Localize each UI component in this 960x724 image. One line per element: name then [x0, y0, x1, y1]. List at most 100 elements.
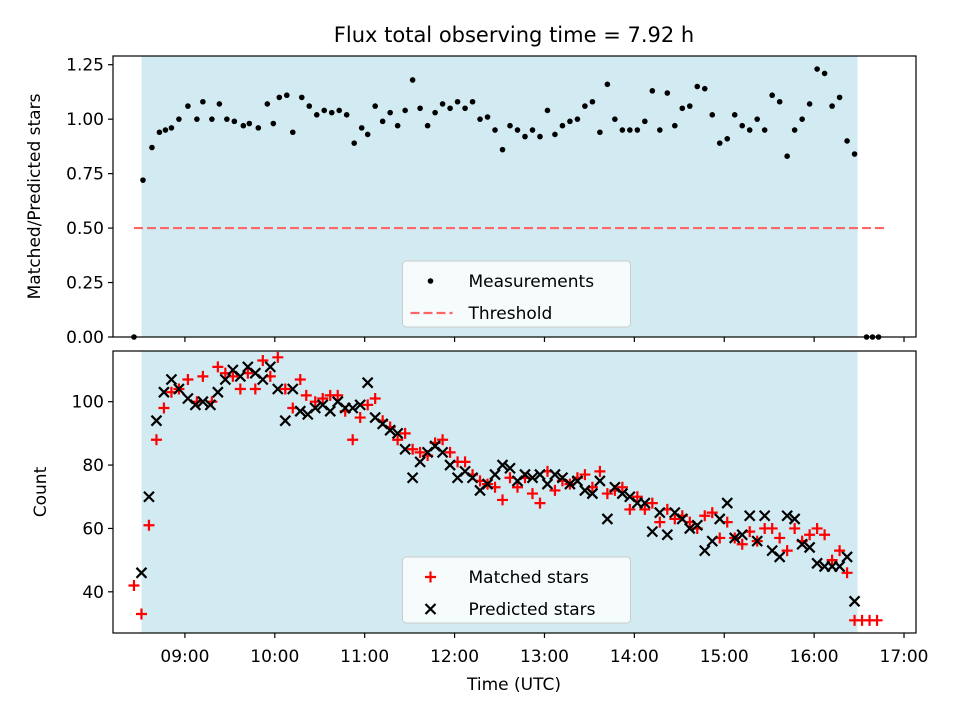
- bottom-series-0-point-67: [631, 491, 643, 503]
- chart-title: Flux total observing time = 7.92 h: [334, 23, 694, 47]
- bottom-series-0-point-30: [354, 412, 366, 424]
- top-series-0-point-91: [814, 66, 820, 72]
- bottom-legend-marker-0: [425, 571, 436, 583]
- bottom-series-0-point-60: [579, 469, 591, 481]
- top-axes-frame: [112, 55, 917, 338]
- top-series-0-point-2: [149, 144, 155, 151]
- bottom-series-1-point-4: [165, 373, 178, 386]
- bottom-series-1-point-58: [571, 475, 584, 487]
- top-series-0-point-41: [439, 101, 446, 107]
- bottom-series-0-point-95: [841, 567, 853, 579]
- bottom-series-1-point-67: [639, 497, 651, 509]
- bottom-series-0-point-44: [459, 456, 471, 468]
- bottom-series-0: [128, 351, 883, 626]
- top-series-0-point-52: [522, 133, 528, 140]
- bottom-series-1-point-83: [758, 509, 771, 522]
- bottom-series-1-point-18: [272, 383, 284, 395]
- bottom-series-0-point-70: [654, 516, 666, 528]
- bottom-x-tick-label-1: 10:00: [250, 647, 299, 667]
- bottom-series-0-point-36: [399, 427, 411, 439]
- top-series-0-point-7: [185, 103, 191, 109]
- top-series-0-point-78: [716, 140, 723, 146]
- top-series-0-point-92: [821, 70, 828, 77]
- top-series-0-point-12: [224, 116, 230, 122]
- bottom-series-0-point-65: [616, 481, 628, 493]
- top-series-0-point-50: [507, 122, 513, 129]
- bottom-series-1-point-13: [234, 370, 247, 383]
- top-series-0-point-63: [604, 81, 611, 88]
- top-series-0-point-23: [306, 103, 313, 109]
- bottom-x-tick-label-7: 16:00: [790, 647, 839, 667]
- top-series-0-point-65: [619, 127, 626, 133]
- top-data-points: [131, 66, 882, 340]
- top-series-0-point-75: [694, 83, 701, 90]
- bottom-y-tick-label-3: 100: [72, 393, 104, 413]
- bottom-axes-frame: [112, 350, 917, 634]
- bottom-legend-box: [402, 556, 631, 624]
- top-series-0-point-60: [582, 103, 588, 109]
- bottom-series-0-point-85: [766, 522, 778, 534]
- bottom-series-1-point-81: [743, 509, 756, 522]
- bottom-series-1-point-60: [586, 487, 599, 500]
- bottom-series-0-point-35: [392, 434, 404, 446]
- top-series-0-point-47: [484, 114, 491, 120]
- top-y-tick-label-3: 0.75: [66, 165, 104, 185]
- top-series-0-point-88: [791, 127, 798, 133]
- bottom-series-1-point-40: [436, 446, 449, 459]
- bottom-series-1-point-3: [158, 386, 170, 398]
- bottom-series-0-point-9: [197, 370, 209, 382]
- top-series-0-point-32: [372, 103, 378, 109]
- top-series-0-point-95: [844, 138, 850, 144]
- bottom-series-1-point-95: [848, 595, 861, 608]
- bottom-series-1-point-28: [346, 402, 359, 414]
- top-series-0-point-36: [402, 107, 408, 114]
- top-series-0-point-71: [664, 90, 671, 96]
- bottom-series-0-point-53: [526, 488, 538, 500]
- top-series-0-point-43: [454, 98, 461, 105]
- bottom-series-1-point-29: [354, 399, 366, 411]
- bottom-series-1-point-25: [324, 405, 337, 417]
- bottom-series-0-point-37: [407, 443, 419, 455]
- top-series-0-point-90: [806, 101, 813, 107]
- bottom-series-0-point-38: [414, 446, 426, 458]
- bottom-series-1-point-88: [796, 538, 808, 551]
- top-series-0-point-3: [156, 129, 163, 136]
- bottom-series-0-point-29: [347, 434, 359, 446]
- top-series-0-point-5: [168, 125, 175, 131]
- top-series-0-point-42: [447, 105, 453, 112]
- top-series-0-point-28: [343, 112, 350, 118]
- bottom-series-0-point-69: [646, 497, 658, 509]
- top-series-0-point-80: [731, 112, 738, 118]
- top-series-0-point-86: [776, 98, 783, 105]
- bottom-series-1-point-64: [616, 487, 629, 500]
- bottom-series-0-point-19: [272, 351, 284, 363]
- top-series-0-point-11: [216, 101, 223, 107]
- bottom-series-0-point-63: [601, 488, 613, 500]
- bottom-series-1: [135, 361, 861, 608]
- top-series-0-point-69: [649, 88, 656, 94]
- bottom-series-0-point-49: [497, 494, 509, 506]
- bottom-series-0-point-87: [781, 545, 793, 557]
- bottom-series-1-point-1: [143, 490, 155, 503]
- top-series-0-point-4: [162, 127, 169, 133]
- bottom-series-1-point-70: [661, 528, 674, 541]
- top-series-0-point-56: [552, 131, 558, 138]
- bottom-series-1-point-48: [496, 459, 509, 471]
- top-y-tick-label-0: 0.00: [66, 328, 104, 348]
- bottom-series-1-point-61: [594, 475, 606, 487]
- bottom-legend-marker-1: [424, 603, 437, 615]
- bottom-series-1-point-52: [526, 471, 539, 484]
- top-series-0-point-94: [836, 94, 843, 101]
- top-series-0-point-81: [739, 122, 746, 129]
- bottom-series-1-point-41: [444, 459, 456, 471]
- bottom-x-tick-label-2: 11:00: [340, 647, 389, 667]
- top-series-0-point-29: [351, 140, 357, 146]
- bottom-series-0-point-66: [624, 503, 636, 515]
- top-series-0-point-46: [477, 116, 483, 122]
- top-series-0-point-13: [231, 118, 238, 125]
- bottom-series-0-point-72: [669, 513, 681, 525]
- bottom-x-tick-label-8: 17:00: [880, 647, 929, 667]
- bottom-series-1-point-36: [406, 471, 419, 484]
- bottom-series-1-point-72: [676, 513, 689, 525]
